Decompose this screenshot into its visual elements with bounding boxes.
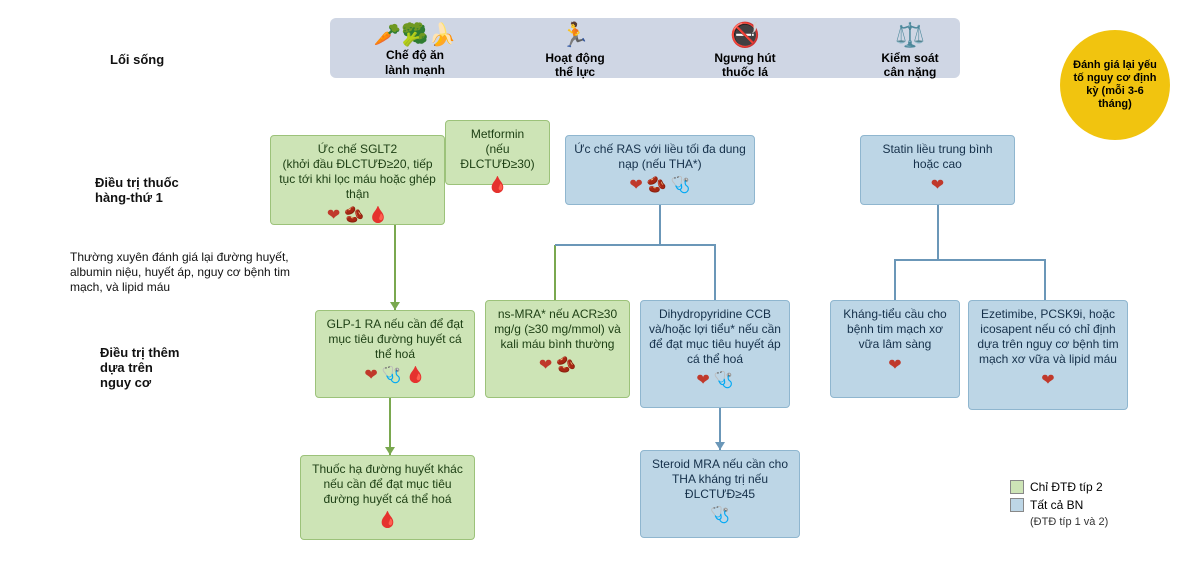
- box-metformin-icons: 🩸: [488, 178, 508, 194]
- box-other-glucose-text: Thuốc hạ đường huyết khác nếu cần để đạt…: [309, 462, 466, 507]
- legend-blue-swatch: [1010, 498, 1024, 512]
- box-ezetimibe: Ezetimibe, PCSK9i, hoặc icosapent nếu có…: [968, 300, 1128, 410]
- box-metformin: Metformin (nếu ĐLCTƯĐ≥30) 🩸: [445, 120, 550, 185]
- legend-green: Chỉ ĐTĐ típ 2: [1010, 480, 1108, 494]
- box-ccb-text: Dihydropyridine CCB và/hoặc lợi tiểu* nế…: [649, 307, 781, 367]
- bp-icon: 🩺: [382, 368, 402, 384]
- box-sglt2: Ức chế SGLT2 (khởi đầu ĐLCTƯĐ≥20, tiếp t…: [270, 135, 445, 225]
- bp-icon: 🩺: [714, 373, 734, 389]
- legend-blue: Tất cả BN: [1010, 498, 1108, 512]
- box-metformin-text: Metformin (nếu ĐLCTƯĐ≥30): [454, 127, 541, 172]
- box-ezetimibe-icons: ❤: [1041, 373, 1054, 389]
- box-steroid-mra-text: Steroid MRA nếu cần cho THA kháng trị nế…: [649, 457, 791, 502]
- box-glp1-icons: ❤ 🩺🩸: [364, 368, 425, 384]
- lifestyle-activity: 🏃 Hoạt động thể lực: [520, 22, 630, 80]
- box-ras: Ức chế RAS với liều tối đa dung nạp (nếu…: [565, 135, 755, 205]
- smoking-icon: 🚭: [680, 22, 810, 51]
- legend-blue-sub: (ĐTĐ típ 1 và 2): [1030, 516, 1108, 528]
- reassess-callout: Đánh giá lại yếu tố nguy cơ định kỳ (mỗi…: [1060, 30, 1170, 140]
- lifestyle-weight: ⚖️ Kiểm soát cân nặng: [855, 22, 965, 80]
- box-ras-icons: ❤ 🫘🩺: [629, 178, 690, 194]
- glucose-icon: 🩸: [378, 513, 398, 529]
- bp-icon: 🩺: [710, 508, 730, 524]
- diagram-stage: Lối sống Điều trị thuốc hàng-thứ 1 Thườn…: [0, 0, 1200, 572]
- kidney-icon: 🫘: [556, 358, 576, 374]
- heart-icon: ❤: [931, 178, 944, 194]
- kidney-icon: 🫘: [344, 208, 364, 224]
- heart-icon: ❤: [629, 178, 642, 194]
- glucose-icon: 🩸: [488, 178, 508, 194]
- heart-icon: ❤: [539, 358, 552, 374]
- activity-label: Hoạt động thể lực: [520, 51, 630, 80]
- diet-icon: 🥕🥦🍌: [355, 22, 475, 48]
- lifestyle-smoking: 🚭 Ngưng hút thuốc lá: [680, 22, 810, 80]
- box-other-glucose-icons: 🩸: [378, 513, 398, 529]
- heart-icon: ❤: [327, 208, 340, 224]
- reassess-note: Thường xuyên đánh giá lại đường huyết, a…: [70, 250, 310, 295]
- box-nsmra-text: ns-MRA* nếu ACR≥30 mg/g (≥30 mg/mmol) và…: [494, 307, 621, 352]
- box-nsmra: ns-MRA* nếu ACR≥30 mg/g (≥30 mg/mmol) và…: [485, 300, 630, 398]
- box-ras-text: Ức chế RAS với liều tối đa dung nạp (nếu…: [574, 142, 746, 172]
- lifestyle-diet: 🥕🥦🍌 Chế độ ăn lành mạnh: [355, 22, 475, 77]
- box-ccb: Dihydropyridine CCB và/hoặc lợi tiểu* nế…: [640, 300, 790, 408]
- diet-label: Chế độ ăn lành mạnh: [355, 48, 475, 77]
- heart-icon: ❤: [888, 358, 901, 374]
- row-label-lifestyle: Lối sống: [110, 52, 164, 67]
- box-other-glucose: Thuốc hạ đường huyết khác nếu cần để đạt…: [300, 455, 475, 540]
- box-statin: Statin liều trung bình hoặc cao ❤: [860, 135, 1015, 205]
- box-steroid-mra: Steroid MRA nếu cần cho THA kháng trị nế…: [640, 450, 800, 538]
- box-antiplatelet-text: Kháng-tiểu cầu cho bệnh tim mạch xơ vữa …: [839, 307, 951, 352]
- box-ezetimibe-text: Ezetimibe, PCSK9i, hoặc icosapent nếu có…: [977, 307, 1119, 367]
- row-label-firstline: Điều trị thuốc hàng-thứ 1: [95, 175, 179, 205]
- box-statin-text: Statin liều trung bình hoặc cao: [869, 142, 1006, 172]
- box-ccb-icons: ❤🩺: [696, 373, 733, 389]
- box-antiplatelet: Kháng-tiểu cầu cho bệnh tim mạch xơ vữa …: [830, 300, 960, 398]
- weight-label: Kiểm soát cân nặng: [855, 51, 965, 80]
- box-glp1-text: GLP-1 RA nếu cần để đạt mục tiêu đường h…: [324, 317, 466, 362]
- legend-green-swatch: [1010, 480, 1024, 494]
- activity-icon: 🏃: [520, 22, 630, 51]
- weight-icon: ⚖️: [855, 22, 965, 51]
- reassess-callout-text: Đánh giá lại yếu tố nguy cơ định kỳ (mỗi…: [1070, 59, 1160, 112]
- box-statin-icons: ❤: [931, 178, 944, 194]
- bp-icon: 🩺: [671, 178, 691, 194]
- legend-green-label: Chỉ ĐTĐ típ 2: [1030, 480, 1103, 494]
- kidney-icon: 🫘: [647, 178, 667, 194]
- heart-icon: ❤: [364, 368, 377, 384]
- box-steroid-mra-icons: 🩺: [710, 508, 730, 524]
- box-antiplatelet-icons: ❤: [888, 358, 901, 374]
- box-nsmra-icons: ❤🫘: [539, 358, 576, 374]
- glucose-icon: 🩸: [368, 208, 388, 224]
- box-glp1: GLP-1 RA nếu cần để đạt mục tiêu đường h…: [315, 310, 475, 398]
- heart-icon: ❤: [1041, 373, 1054, 389]
- heart-icon: ❤: [696, 373, 709, 389]
- box-sglt2-icons: ❤🫘🩸: [327, 208, 388, 224]
- legend: Chỉ ĐTĐ típ 2 Tất cả BN (ĐTĐ típ 1 và 2): [1010, 480, 1108, 528]
- smoking-label: Ngưng hút thuốc lá: [680, 51, 810, 80]
- legend-blue-label: Tất cả BN: [1030, 498, 1083, 512]
- glucose-icon: 🩸: [406, 368, 426, 384]
- row-label-additional: Điều trị thêm dựa trên nguy cơ: [100, 345, 179, 390]
- box-sglt2-text: Ức chế SGLT2 (khởi đầu ĐLCTƯĐ≥20, tiếp t…: [279, 142, 436, 202]
